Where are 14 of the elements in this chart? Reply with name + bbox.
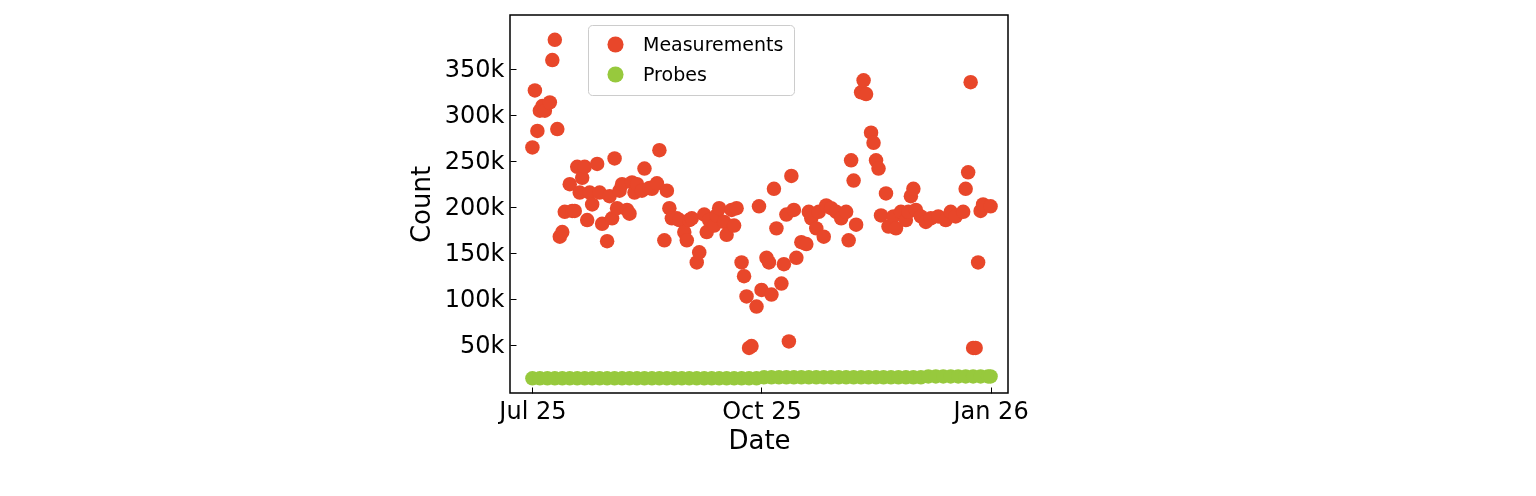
legend-label: Probes bbox=[643, 62, 707, 85]
y-axis-title: Count bbox=[405, 165, 436, 244]
y-tick-label: 200k bbox=[444, 192, 505, 221]
y-tick-label: 50k bbox=[460, 330, 505, 359]
x-axis-title: Date bbox=[728, 424, 791, 455]
x-tick-label: Oct 25 bbox=[722, 396, 802, 425]
y-tick-label: 250k bbox=[444, 146, 505, 175]
x-tick-label: Jul 25 bbox=[497, 396, 567, 425]
y-tick-label: 150k bbox=[444, 238, 505, 267]
legend-label: Measurements bbox=[643, 32, 784, 55]
y-tick-label: 350k bbox=[444, 54, 505, 83]
y-tick-label: 300k bbox=[444, 100, 505, 129]
y-tick-label: 100k bbox=[444, 284, 505, 313]
x-tick-label: Jan 26 bbox=[951, 396, 1029, 425]
